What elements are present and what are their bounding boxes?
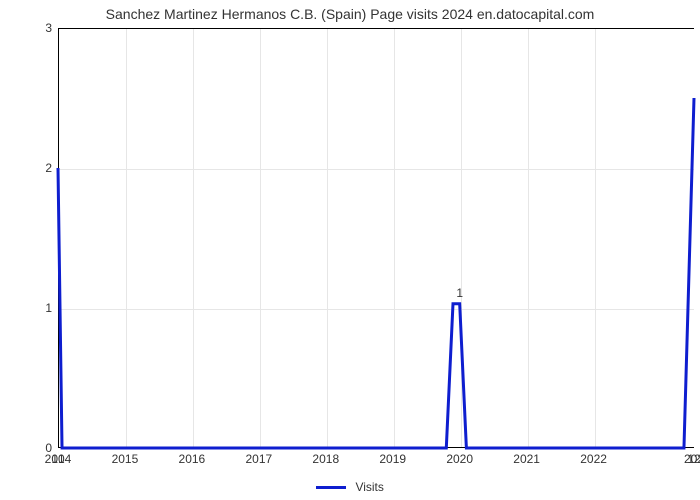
- legend-swatch: [316, 486, 346, 489]
- data-point-label: 12: [687, 452, 700, 466]
- legend: Visits: [0, 479, 700, 494]
- x-tick-label: 2021: [513, 452, 540, 466]
- line-series: [58, 28, 694, 448]
- y-tick-label: 1: [12, 301, 52, 315]
- y-tick-label: 3: [12, 21, 52, 35]
- x-tick-label: 2016: [179, 452, 206, 466]
- x-tick-label: 2019: [379, 452, 406, 466]
- data-point-label: 10: [51, 452, 64, 466]
- chart-container: Sanchez Martinez Hermanos C.B. (Spain) P…: [0, 0, 700, 500]
- visits-line: [58, 98, 694, 448]
- x-tick-label: 2022: [580, 452, 607, 466]
- chart-title: Sanchez Martinez Hermanos C.B. (Spain) P…: [0, 6, 700, 22]
- x-tick-label: 2015: [112, 452, 139, 466]
- x-tick-label: 2020: [446, 452, 473, 466]
- x-tick-label: 2018: [312, 452, 339, 466]
- y-tick-label: 2: [12, 161, 52, 175]
- x-tick-label: 2017: [245, 452, 272, 466]
- legend-label: Visits: [355, 480, 383, 494]
- data-point-label: 1: [456, 286, 463, 300]
